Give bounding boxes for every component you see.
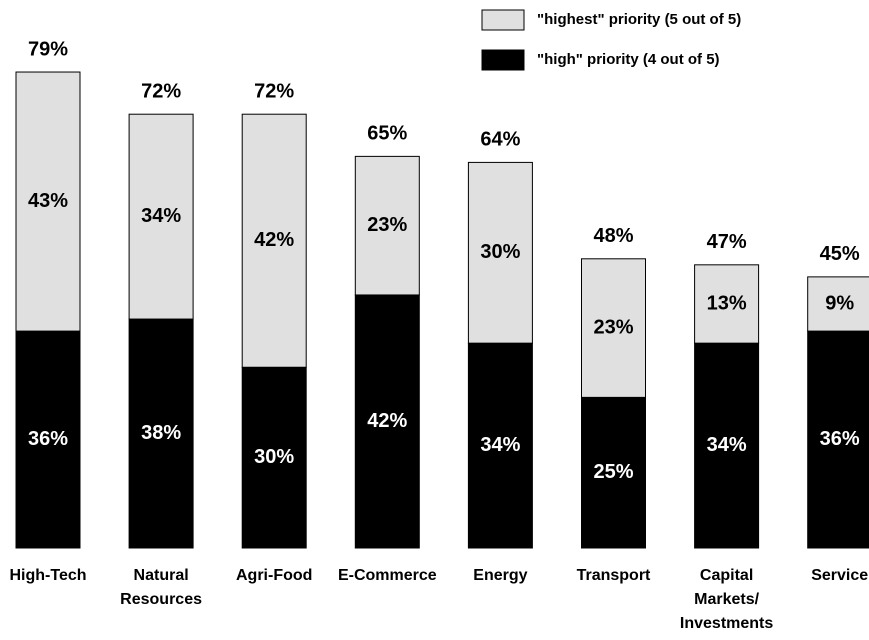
segment-label: 42% — [254, 229, 294, 251]
x-tick-label: Energy — [473, 567, 527, 584]
total-label: 64% — [480, 129, 520, 151]
segment-label: 36% — [820, 428, 860, 450]
segment-label: 30% — [480, 241, 520, 263]
bar-segment — [694, 342, 760, 549]
x-tick-label: Transport — [577, 567, 651, 584]
x-tick-label: Agri-Food — [236, 567, 312, 584]
segment-label: 36% — [28, 428, 68, 450]
segment-label: 30% — [254, 446, 294, 468]
legend-label: "highest" priority (5 out of 5) — [537, 11, 741, 28]
segment-label: 25% — [593, 461, 633, 483]
x-tick-label: E-Commerce — [338, 567, 437, 584]
x-tick-label: Capital Markets/Investments — [680, 567, 773, 632]
total-label: 72% — [254, 80, 294, 102]
bar-segment — [694, 264, 760, 344]
bar-segment — [467, 161, 533, 344]
segment-label: 34% — [480, 434, 520, 456]
bar-segment — [241, 113, 307, 368]
segment-label: 38% — [141, 422, 181, 444]
total-label: 79% — [28, 38, 68, 60]
bar-segment — [581, 396, 646, 549]
segment-label: 43% — [28, 190, 68, 212]
bar-segment — [241, 366, 307, 549]
segment-label: 34% — [141, 205, 181, 227]
total-label: 65% — [367, 123, 407, 145]
bar-segment — [128, 113, 194, 320]
segment-label: 9% — [825, 292, 854, 314]
bar-segment — [354, 294, 420, 549]
legend-label: "high" priority (4 out of 5) — [537, 51, 720, 68]
bar-segment — [467, 342, 533, 549]
bar-segment — [581, 258, 646, 398]
segment-label: 42% — [367, 410, 407, 432]
x-tick-label: Service — [811, 567, 868, 584]
legend-swatch — [481, 49, 525, 71]
bar-segment — [15, 330, 81, 549]
total-label: 48% — [593, 225, 633, 247]
bar-segment — [807, 276, 869, 332]
x-tick-label: Natural Resources — [120, 567, 202, 608]
segment-label: 23% — [367, 214, 407, 236]
bar-segment — [354, 155, 420, 296]
total-label: 72% — [141, 80, 181, 102]
bar-segment — [15, 71, 81, 332]
legend-swatch — [481, 9, 525, 31]
total-label: 45% — [820, 243, 860, 265]
segment-label: 23% — [593, 316, 633, 338]
total-label: 47% — [707, 231, 747, 253]
segment-label: 34% — [707, 434, 747, 456]
x-tick-label: High-Tech — [9, 567, 86, 584]
segment-label: 13% — [707, 292, 747, 314]
